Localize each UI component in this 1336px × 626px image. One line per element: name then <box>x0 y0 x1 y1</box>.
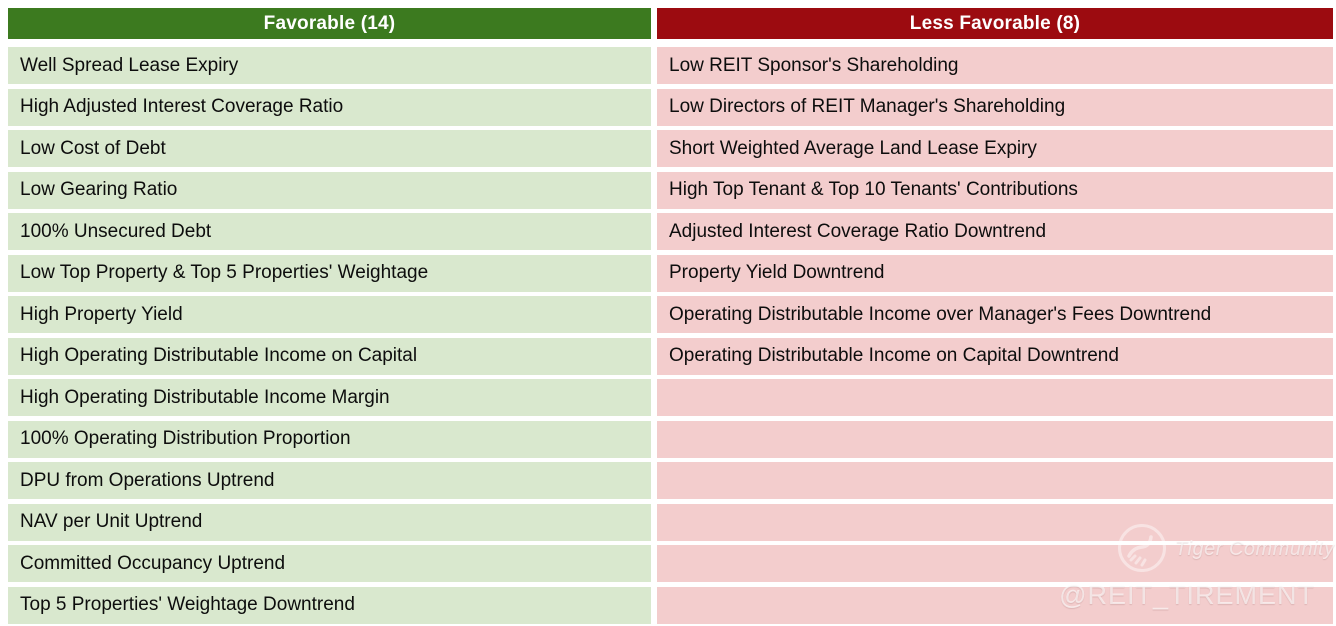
table-row: High Operating Distributable Income Marg… <box>8 379 651 417</box>
less-favorable-rows: Low REIT Sponsor's Shareholding Low Dire… <box>657 47 1333 624</box>
table-row: Low Cost of Debt <box>8 130 651 168</box>
favorable-column: Favorable (14) Well Spread Lease Expiry … <box>8 8 651 624</box>
favorable-rows: Well Spread Lease Expiry High Adjusted I… <box>8 47 651 624</box>
table-row: NAV per Unit Uptrend <box>8 503 651 541</box>
table-row: Low Directors of REIT Manager's Sharehol… <box>657 88 1333 126</box>
table-row: 100% Operating Distribution Proportion <box>8 420 651 458</box>
table-row: Property Yield Downtrend <box>657 254 1333 292</box>
table-row: 100% Unsecured Debt <box>8 213 651 251</box>
table-row: Low Top Property & Top 5 Properties' Wei… <box>8 254 651 292</box>
table-row: Low Gearing Ratio <box>8 171 651 209</box>
table-row-empty <box>657 462 1333 500</box>
table-row: Short Weighted Average Land Lease Expiry <box>657 130 1333 168</box>
table-row: Operating Distributable Income over Mana… <box>657 296 1333 334</box>
less-favorable-column: Less Favorable (8) Low REIT Sponsor's Sh… <box>657 8 1333 624</box>
table-row: Well Spread Lease Expiry <box>8 47 651 85</box>
table-row: DPU from Operations Uptrend <box>8 462 651 500</box>
favorable-header: Favorable (14) <box>8 8 651 39</box>
table-row: Top 5 Properties' Weightage Downtrend <box>8 586 651 624</box>
table-row-empty <box>657 545 1333 583</box>
table-row-empty <box>657 420 1333 458</box>
table-row: Low REIT Sponsor's Shareholding <box>657 47 1333 85</box>
table-row: High Top Tenant & Top 10 Tenants' Contri… <box>657 171 1333 209</box>
table-row: Adjusted Interest Coverage Ratio Downtre… <box>657 213 1333 251</box>
table-row-empty <box>657 586 1333 624</box>
table-row-empty <box>657 503 1333 541</box>
table-row: Committed Occupancy Uptrend <box>8 545 651 583</box>
table-row-empty <box>657 379 1333 417</box>
less-favorable-header: Less Favorable (8) <box>657 8 1333 39</box>
table-row: High Operating Distributable Income on C… <box>8 337 651 375</box>
table-row: Operating Distributable Income on Capita… <box>657 337 1333 375</box>
table-row: High Adjusted Interest Coverage Ratio <box>8 88 651 126</box>
table-row: High Property Yield <box>8 296 651 334</box>
